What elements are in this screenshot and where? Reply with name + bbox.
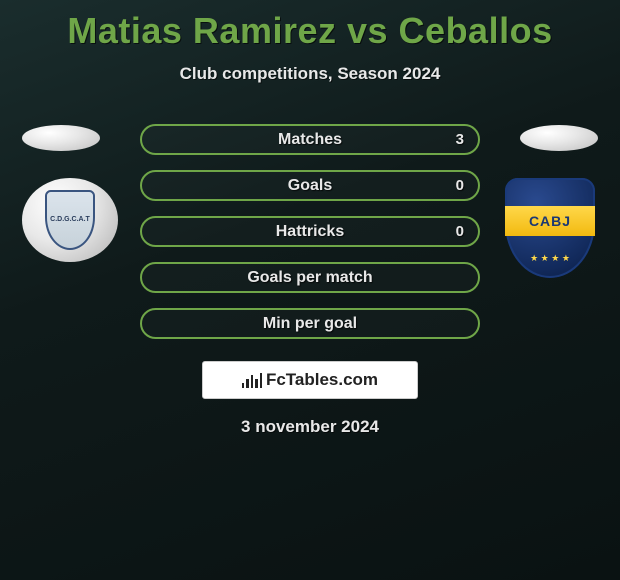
boca-band: CABJ: [505, 206, 595, 236]
shield-boca-icon: CABJ ★ ★ ★ ★: [505, 178, 595, 278]
stat-label: Hattricks: [276, 223, 344, 241]
stat-bar-matches: Matches 3: [140, 124, 480, 155]
stat-label: Goals per match: [247, 269, 372, 287]
club-logo-left: C.D.G.C.A.T: [20, 170, 120, 270]
shield-godoy-icon: C.D.G.C.A.T: [22, 178, 118, 262]
stat-value-right: 0: [456, 223, 464, 240]
player-right-avatar: [520, 125, 598, 151]
club-logo-right: CABJ ★ ★ ★ ★: [500, 178, 600, 278]
stat-label: Min per goal: [263, 315, 357, 333]
stat-value-right: 0: [456, 177, 464, 194]
player-left-avatar: [22, 125, 100, 151]
stat-bar-min-per-goal: Min per goal: [140, 308, 480, 339]
stat-bar-hattricks: Hattricks 0: [140, 216, 480, 247]
boca-stars-icon: ★ ★ ★ ★: [530, 253, 570, 264]
bar-chart-icon: [242, 372, 262, 388]
stat-bar-goals: Goals 0: [140, 170, 480, 201]
stat-value-right: 3: [456, 131, 464, 148]
stat-bar-goals-per-match: Goals per match: [140, 262, 480, 293]
shield-godoy-inner: C.D.G.C.A.T: [45, 190, 95, 250]
page-title: Matias Ramirez vs Ceballos: [0, 0, 620, 52]
club-right-abbrev: CABJ: [529, 213, 571, 229]
stat-label: Goals: [288, 177, 332, 195]
club-left-abbrev: C.D.G.C.A.T: [50, 216, 90, 224]
date-label: 3 november 2024: [0, 417, 620, 437]
attribution-text: FcTables.com: [266, 370, 378, 390]
subtitle: Club competitions, Season 2024: [0, 64, 620, 84]
attribution-badge[interactable]: FcTables.com: [202, 361, 418, 399]
stat-label: Matches: [278, 131, 342, 149]
